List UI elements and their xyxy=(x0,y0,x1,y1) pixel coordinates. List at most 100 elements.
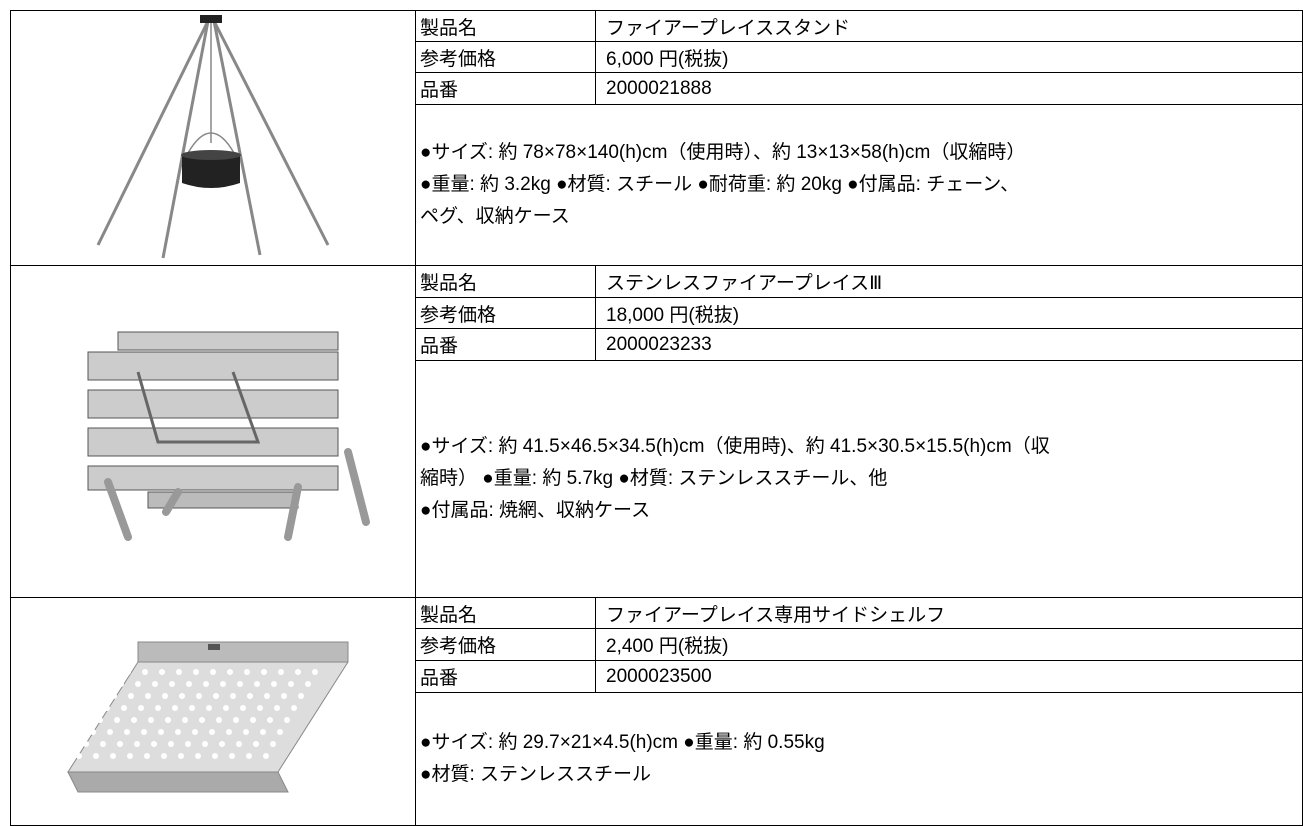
hole xyxy=(182,716,188,723)
hole xyxy=(104,704,110,711)
hole xyxy=(223,704,229,711)
hole xyxy=(237,680,243,687)
hole xyxy=(212,752,218,759)
description-line: ●サイズ: 約 29.7×21×4.5(h)cm ●重量: 約 0.55kg xyxy=(420,732,825,753)
hole xyxy=(254,680,260,687)
hole xyxy=(114,716,120,723)
hole xyxy=(192,728,198,735)
hole xyxy=(220,680,226,687)
field-label: 製品名 xyxy=(415,597,596,629)
hole xyxy=(148,716,154,723)
hole xyxy=(90,728,96,735)
row: 製品名 ファイアープレイス専用サイドシェルフ xyxy=(10,597,1303,826)
row: 品番 2000023233 xyxy=(11,328,1303,361)
hole xyxy=(199,716,205,723)
hole xyxy=(195,752,201,759)
hole xyxy=(253,740,259,747)
field-value: 2,400 円(税抜) xyxy=(595,628,1303,661)
hole xyxy=(97,716,103,723)
field-label: 製品名 xyxy=(415,10,596,42)
hole xyxy=(230,692,236,699)
hole xyxy=(246,752,252,759)
hole xyxy=(227,668,233,675)
row: 品番 2000023500 xyxy=(11,660,1303,693)
hole xyxy=(161,752,167,759)
hole xyxy=(158,728,164,735)
hole xyxy=(271,680,277,687)
row: 参考価格 18,000 円(税抜) xyxy=(11,297,1303,329)
hole xyxy=(261,668,267,675)
hole xyxy=(145,692,151,699)
hole xyxy=(93,752,99,759)
hole xyxy=(169,680,175,687)
product-image xyxy=(96,15,330,259)
hole xyxy=(243,728,249,735)
hole xyxy=(121,704,127,711)
hole xyxy=(216,716,222,723)
description-line: 縮時） ●重量: 約 5.7kg ●材質: ステンレススチール、他 xyxy=(420,468,888,489)
row: 製品名 ファイアープレイススタンド xyxy=(10,10,1303,266)
hole xyxy=(128,692,134,699)
hole xyxy=(185,740,191,747)
field-label: 製品名 xyxy=(415,265,596,298)
hole xyxy=(203,680,209,687)
field-label: 参考価格 xyxy=(415,41,596,73)
hole xyxy=(257,704,263,711)
hole xyxy=(107,728,113,735)
description: ●サイズ: 約 78×78×140(h)cm（使用時）、約 13×13×58(h… xyxy=(415,104,1303,266)
product-table: 製品名 ファイアープレイススタンド 参考価格 6,000 円(税抜) 品番 2000021… xyxy=(10,10,1303,826)
image-cell xyxy=(10,265,416,598)
description-line: ●サイズ: 約 41.5×46.5×34.5(h)cm（使用時)、約 41.5×… xyxy=(420,436,1050,457)
hole xyxy=(312,668,318,675)
hole xyxy=(165,716,171,723)
hole xyxy=(250,716,256,723)
hole xyxy=(260,728,266,735)
hole xyxy=(278,668,284,675)
hole xyxy=(152,680,158,687)
hole xyxy=(219,740,225,747)
hole xyxy=(298,692,304,699)
hole xyxy=(263,752,269,759)
hole xyxy=(295,668,301,675)
hole xyxy=(178,752,184,759)
description-line: ペグ、収納ケース xyxy=(420,206,570,227)
hole xyxy=(144,752,150,759)
hole xyxy=(127,752,133,759)
hole xyxy=(240,704,246,711)
hole xyxy=(135,680,141,687)
hole xyxy=(142,668,148,675)
description: ●サイズ: 約 29.7×21×4.5(h)cm ●重量: 約 0.55kg ●材… xyxy=(415,692,1303,826)
hole xyxy=(288,680,294,687)
hole xyxy=(117,740,123,747)
hole xyxy=(83,740,89,747)
hole xyxy=(176,668,182,675)
hole xyxy=(281,692,287,699)
description-line: ●材質: ステンレススチール xyxy=(420,764,652,785)
field-label: 品番 xyxy=(415,328,596,361)
hole xyxy=(202,740,208,747)
hole xyxy=(155,704,161,711)
hole xyxy=(110,752,116,759)
hole xyxy=(189,704,195,711)
field-value: 2000023233 xyxy=(595,328,1303,361)
hole xyxy=(186,680,192,687)
field-label: 品番 xyxy=(415,660,596,693)
field-value: ステンレスファイアープレイスⅢ xyxy=(595,265,1303,298)
hole xyxy=(125,668,131,675)
hole xyxy=(305,680,311,687)
hole xyxy=(141,728,147,735)
field-value: 2000021888 xyxy=(595,72,1303,105)
hole xyxy=(172,704,178,711)
hole xyxy=(213,692,219,699)
field-value: ファイアープレイススタンド xyxy=(595,10,1303,42)
hole xyxy=(206,704,212,711)
hole xyxy=(274,704,280,711)
field-value: 2000023500 xyxy=(595,660,1303,693)
hole xyxy=(210,668,216,675)
hole xyxy=(267,716,273,723)
description-line: ●サイズ: 約 78×78×140(h)cm（使用時）、約 13×13×58(h… xyxy=(420,142,1026,163)
hole xyxy=(100,740,106,747)
hole xyxy=(270,740,276,747)
hole xyxy=(209,728,215,735)
